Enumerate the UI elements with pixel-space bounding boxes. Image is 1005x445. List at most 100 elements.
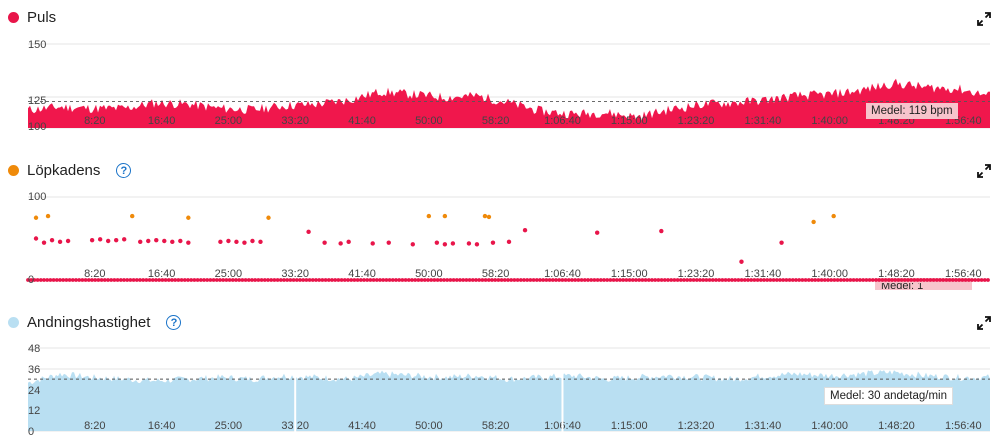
kadens-point (314, 278, 318, 282)
kadens-title-text: Löpkadens (27, 162, 101, 179)
kadens-point (202, 278, 206, 282)
puls-title-text: Puls (27, 9, 57, 26)
kadens-point (739, 259, 744, 264)
expand-icon[interactable] (977, 316, 991, 330)
andning-area-series (28, 370, 990, 431)
kadens-point (810, 278, 814, 282)
x-tick-label: 1:31:40 (745, 420, 782, 432)
x-tick-label: 16:40 (148, 268, 176, 280)
kadens-point (803, 278, 808, 282)
kadens-point (589, 278, 594, 282)
x-tick-label: 1:15:00 (611, 268, 648, 280)
kadens-point (787, 278, 792, 282)
kadens-point (941, 278, 946, 282)
kadens-point (986, 278, 990, 282)
kadens-point (502, 278, 507, 282)
kadens-point (466, 241, 472, 246)
x-tick-label: 1:31:40 (745, 268, 782, 280)
kadens-point (765, 278, 770, 282)
x-tick-label: 8:20 (84, 420, 105, 432)
kadens-point (338, 241, 343, 246)
x-tick-label: 33:20 (281, 268, 309, 280)
kadens-point (669, 278, 674, 282)
kadens-point (538, 278, 542, 282)
kadens-point (154, 278, 158, 282)
kadens-point (762, 278, 766, 282)
kadens-point (106, 278, 110, 282)
kadens-point (470, 278, 475, 282)
kadens-point (698, 278, 702, 282)
kadens-point (675, 278, 680, 282)
kadens-point (784, 278, 789, 282)
kadens-point (397, 278, 402, 282)
kadens-point (432, 278, 437, 282)
kadens-legend-dot (8, 165, 19, 176)
help-icon[interactable]: ? (166, 315, 182, 330)
kadens-point (685, 278, 690, 282)
kadens-point (851, 278, 856, 282)
kadens-point (579, 278, 584, 282)
kadens-point (122, 278, 126, 282)
kadens-point (886, 278, 891, 282)
kadens-point (250, 278, 254, 282)
kadens-point (592, 278, 597, 282)
kadens-point (906, 278, 910, 282)
x-tick-label: 41:40 (348, 268, 376, 280)
kadens-point (637, 278, 642, 282)
kadens-point (710, 278, 715, 282)
x-tick-label: 33:20 (281, 115, 309, 127)
kadens-point (819, 278, 824, 282)
kadens-point (688, 278, 693, 282)
kadens-point (352, 278, 357, 282)
kadens-point (192, 278, 197, 282)
kadens-point (646, 278, 651, 282)
kadens-point (240, 278, 245, 282)
kadens-point (464, 278, 469, 282)
kadens-point (33, 236, 39, 241)
x-tick-label: 50:00 (415, 115, 443, 127)
kadens-point (832, 278, 837, 282)
kadens-point (723, 278, 728, 282)
kadens-point (368, 278, 373, 282)
kadens-point (438, 278, 443, 282)
kadens-point (154, 237, 159, 243)
kadens-point (778, 278, 782, 282)
kadens-point (867, 278, 872, 282)
kadens-point (362, 278, 366, 282)
kadens-point (346, 239, 351, 245)
kadens-point (96, 278, 101, 282)
kadens-point (326, 278, 331, 282)
kadens-point (224, 278, 229, 282)
kadens-point (831, 213, 836, 219)
kadens-point (246, 278, 251, 282)
kadens-point (493, 278, 498, 282)
kadens-point (58, 278, 62, 282)
kadens-point (195, 278, 200, 282)
kadens-point (442, 242, 448, 247)
kadens-point (602, 278, 606, 282)
kadens-point (99, 278, 104, 282)
kadens-point (653, 278, 658, 282)
kadens-point (650, 278, 654, 282)
kadens-point (704, 278, 709, 282)
kadens-point (275, 278, 280, 282)
x-tick-label: 1:48:20 (878, 420, 915, 432)
x-tick-label: 58:20 (482, 420, 510, 432)
kadens-point (189, 278, 194, 282)
kadens-point (877, 278, 882, 282)
help-icon[interactable]: ? (116, 163, 132, 178)
puls-panel: Puls 150 125 100 8:20 16:40 25:00 33:20 41:4… (0, 0, 1005, 140)
puls-area-series (28, 78, 990, 128)
kadens-point (880, 278, 885, 282)
kadens-point (323, 278, 328, 282)
kadens-point (330, 278, 334, 282)
expand-icon[interactable] (977, 164, 991, 178)
kadens-point (896, 278, 901, 282)
kadens-point (790, 278, 795, 282)
kadens-point (515, 278, 520, 282)
puls-y-tick: 150 (28, 39, 46, 51)
kadens-point (381, 278, 386, 282)
kadens-point (691, 278, 696, 282)
expand-icon[interactable] (977, 12, 991, 26)
puls-legend-dot (8, 12, 19, 23)
